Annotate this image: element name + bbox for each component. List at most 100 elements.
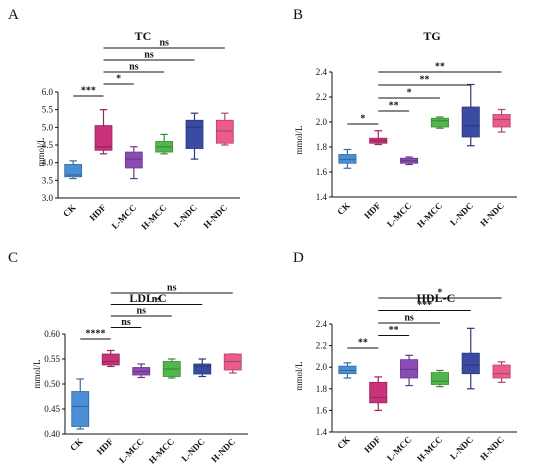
y-tick-label: 0.60 — [44, 329, 60, 339]
category-label: L-MCC — [110, 202, 139, 231]
category-label: L-MCC — [385, 200, 414, 229]
category-label: CK — [335, 434, 352, 451]
significance-label: *** — [417, 300, 432, 311]
y-tick-label: 3.5 — [42, 175, 54, 185]
box-l-mcc — [124, 151, 143, 169]
y-tick-label: 1.6 — [316, 405, 328, 415]
significance-label: * — [360, 114, 365, 125]
category-label: HDF — [362, 200, 383, 221]
panel-letter: D — [293, 250, 304, 266]
significance-label: ns — [152, 294, 162, 305]
chart-title: TG — [423, 29, 440, 43]
box-l-ndc — [461, 106, 480, 138]
category-label: L-NDC — [448, 434, 475, 461]
y-axis-label: mmol/L — [36, 138, 46, 167]
category-label: H-MCC — [147, 436, 176, 465]
y-tick-label: 1.4 — [316, 192, 328, 202]
category-label: H-MCC — [415, 200, 444, 229]
category-label: H-MCC — [415, 434, 444, 463]
panel-letter: C — [8, 250, 18, 266]
box-hdf — [101, 353, 120, 366]
significance-label: *** — [81, 86, 96, 97]
significance-label: ns — [404, 313, 414, 324]
y-axis-label: mmol/L — [294, 362, 304, 391]
y-tick-label: 5.0 — [42, 122, 54, 132]
y-tick-label: 0.45 — [44, 404, 60, 414]
box-h-mcc — [430, 117, 449, 128]
category-label: CK — [61, 202, 78, 219]
significance-label: ns — [137, 306, 147, 317]
chart-title: TC — [135, 29, 152, 43]
y-tick-label: 2.4 — [316, 67, 328, 77]
panel-b: B TG mmol/L 1.4 1.6 1.8 2.0 2.2 2.4 CK HDF L-MCC H-M… — [293, 7, 517, 230]
y-tick-label: 1.6 — [316, 167, 328, 177]
y-axis-label: mmol/L — [294, 126, 304, 155]
category-label: L-NDC — [179, 436, 206, 463]
category-label: L-NDC — [172, 202, 199, 229]
significance-label: ns — [167, 283, 177, 294]
category-label: HDF — [95, 436, 116, 457]
significance-label: ** — [389, 325, 399, 336]
category-label: CK — [68, 436, 85, 453]
significance-label: * — [116, 74, 121, 85]
category-label: H-MCC — [139, 202, 168, 231]
box-ck — [338, 154, 357, 164]
category-label: HDF — [362, 434, 383, 455]
y-tick-label: 1.8 — [316, 142, 328, 152]
y-tick-label: 2.2 — [316, 341, 327, 351]
y-axis-label: mmol/L — [32, 360, 42, 389]
y-tick-label: 0.55 — [44, 354, 60, 364]
significance-label: * — [437, 288, 442, 299]
panel-c: C LDL-C mmol/L 0.40 0.45 0.50 0.55 0.60 CK HDF L-M… — [8, 250, 248, 466]
y-tick-label: 0.40 — [44, 429, 60, 439]
panel-letter: B — [293, 7, 303, 23]
panel-a: A TC mmol/L 3.0 3.5 4.0 4.5 5.0 5.5 6.0 CK HDF L-MCC… — [8, 7, 240, 232]
significance-label: ** — [420, 75, 430, 86]
y-tick-label: 5.5 — [42, 105, 54, 115]
box-h-ndc — [492, 114, 511, 128]
significance-label: **** — [86, 329, 106, 340]
chart-title: LDL-C — [129, 291, 166, 305]
box-ck — [64, 164, 83, 178]
y-tick-label: 1.8 — [316, 384, 328, 394]
y-tick-label: 1.4 — [316, 427, 328, 437]
significance-label: ** — [358, 338, 368, 349]
y-tick-label: 3.0 — [42, 193, 54, 203]
category-label: H-NDC — [478, 434, 506, 462]
y-tick-label: 2.0 — [316, 117, 328, 127]
box-h-mcc — [430, 372, 449, 385]
box-h-ndc — [215, 119, 234, 144]
category-label: L-MCC — [385, 434, 414, 463]
category-label: L-NDC — [448, 200, 475, 227]
significance-label: ** — [435, 62, 445, 73]
significance-label: ns — [121, 317, 131, 328]
y-tick-label: 2.4 — [316, 319, 328, 329]
category-label: H-NDC — [209, 436, 237, 464]
panel-letter: A — [8, 7, 19, 23]
y-tick-label: 0.50 — [44, 379, 60, 389]
category-label: H-NDC — [201, 202, 229, 230]
significance-label: * — [407, 88, 412, 99]
box-hdf — [369, 381, 388, 404]
y-tick-label: 4.0 — [42, 158, 54, 168]
significance-label: ns — [129, 62, 139, 73]
category-label: L-MCC — [117, 436, 146, 465]
category-label: H-NDC — [478, 200, 506, 228]
y-tick-label: 2.2 — [316, 92, 327, 102]
box-h-ndc — [492, 364, 511, 379]
box-l-ndc — [185, 119, 204, 149]
box-hdf — [94, 125, 113, 151]
significance-label: ns — [159, 38, 169, 49]
y-tick-label: 6.0 — [42, 87, 54, 97]
box-l-ndc — [461, 352, 480, 375]
y-tick-label: 2.0 — [316, 362, 328, 372]
category-label: CK — [335, 200, 352, 217]
box-l-ndc — [193, 363, 212, 375]
significance-label: ns — [144, 50, 154, 61]
box-ck — [71, 391, 90, 427]
y-tick-label: 4.5 — [42, 140, 54, 150]
significance-label: ** — [389, 101, 399, 112]
category-label: HDF — [87, 202, 108, 223]
